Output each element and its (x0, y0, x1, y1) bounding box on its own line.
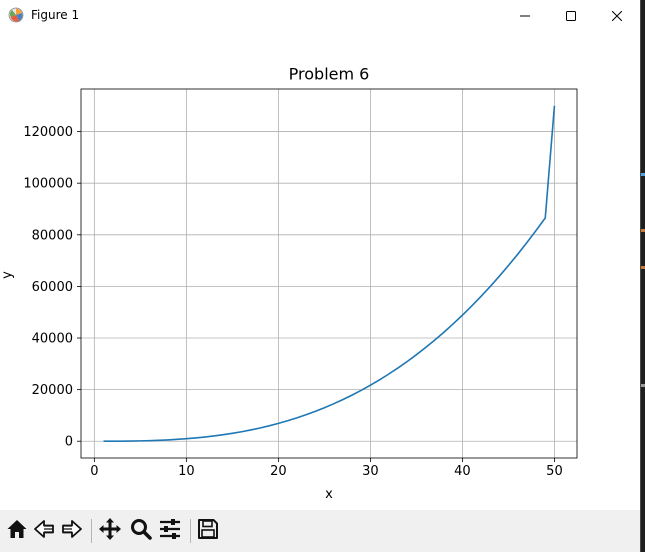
x-tick-label: 0 (90, 464, 98, 479)
x-tick-label: 10 (178, 464, 195, 479)
background-edge-mark (641, 266, 645, 269)
home-button[interactable] (4, 518, 30, 544)
y-tick-label: 80000 (32, 228, 73, 243)
y-tick-label: 60000 (32, 280, 73, 295)
close-button[interactable] (594, 0, 640, 31)
maximize-button[interactable] (548, 0, 594, 31)
save-icon (197, 518, 219, 544)
configure-subplots-icon (158, 517, 182, 545)
maximize-icon (566, 10, 576, 21)
y-tick-label: 0 (65, 435, 73, 450)
grid-lines (81, 89, 577, 458)
back-icon (33, 518, 55, 544)
background-edge-mark (641, 229, 645, 232)
chart-title: Problem 6 (289, 65, 370, 84)
series-line (103, 105, 556, 443)
y-tick-label: 40000 (32, 332, 73, 347)
y-tick-label: 100000 (23, 177, 73, 192)
background-edge-mark (641, 384, 645, 387)
axes-frame (80, 88, 578, 459)
x-tick-label: 20 (270, 464, 287, 479)
plot-canvas[interactable]: 0 10 20 30 40 50 0 20000 40000 60000 80000 100000 12… (0, 31, 640, 510)
y-tick-label: 20000 (32, 383, 73, 398)
background-edge-mark (641, 173, 645, 176)
title-bar[interactable]: Figure 1 (0, 0, 640, 31)
x-tick-label: 40 (454, 464, 471, 479)
window-title: Figure 1 (31, 8, 80, 22)
x-axis-label: x (325, 487, 333, 502)
pan-icon (98, 517, 122, 545)
navigation-toolbar (0, 510, 640, 552)
toolbar-separator (91, 519, 92, 543)
forward-icon (61, 518, 83, 544)
zoom-icon (129, 517, 153, 545)
save-button[interactable] (195, 518, 221, 544)
y-tick-label: 120000 (23, 125, 73, 140)
home-icon (6, 518, 28, 544)
pan-button[interactable] (97, 518, 123, 544)
close-icon (612, 10, 622, 21)
x-tick-label: 30 (362, 464, 379, 479)
tick-labels: 0 10 20 30 40 50 0 20000 40000 60000 80000 100000 12… (23, 125, 562, 479)
toolbar-separator (190, 519, 191, 543)
configure-subplots-button[interactable] (157, 518, 183, 544)
zoom-button[interactable] (128, 518, 154, 544)
y-axis-label: y (0, 271, 15, 279)
line-chart: 0 10 20 30 40 50 0 20000 40000 60000 80000 100000 12… (0, 65, 578, 502)
x-tick-label: 50 (546, 464, 563, 479)
tick-marks (77, 131, 555, 462)
minimize-icon (520, 11, 530, 21)
forward-button[interactable] (59, 518, 85, 544)
background-desktop-edge (641, 0, 645, 552)
back-button[interactable] (31, 518, 57, 544)
matplotlib-app-icon (8, 7, 24, 23)
minimize-button[interactable] (502, 0, 548, 31)
